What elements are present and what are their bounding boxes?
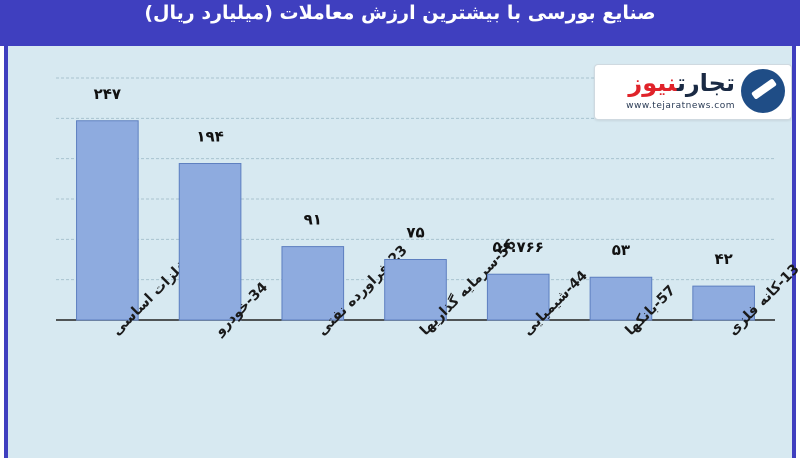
data-label: ۲۴۷ (94, 85, 121, 103)
data-label: ۴۲ (714, 250, 732, 268)
data-label: ۷۵ (406, 224, 424, 242)
logo-name-part2: تجارت (676, 69, 735, 97)
title-bar: صنایع بورسی با بیشترین ارزش معاملات (میل… (0, 0, 800, 46)
chart-title: صنایع بورسی با بیشترین ارزش معاملات (میل… (144, 2, 656, 24)
bar (178, 163, 242, 321)
bar (486, 273, 550, 321)
bar (76, 120, 139, 321)
logo-name: تجارتنیوز (628, 69, 735, 97)
logo-url: www.tejaratnews.com (626, 101, 735, 111)
bar (589, 276, 653, 321)
data-label: ۱۹۴ (196, 128, 223, 146)
bar (692, 285, 755, 321)
logo-mark-icon (741, 69, 785, 113)
logo-name-part1: نیوز (628, 69, 677, 97)
bar (281, 246, 345, 321)
bar (384, 259, 447, 321)
data-label: ۵۳ (612, 241, 630, 259)
data-label: ۹۱ (304, 211, 322, 229)
data-label: ۵۶.۷۶۶ (492, 238, 543, 256)
logo: تجارتنیوز www.tejaratnews.com (594, 64, 792, 120)
